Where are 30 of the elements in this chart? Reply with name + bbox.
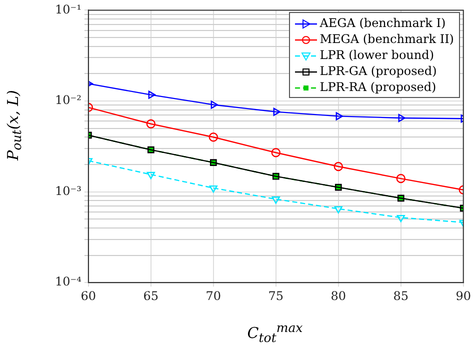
y-tick-label: 10⁻⁴	[54, 274, 82, 289]
x-tick-label: 80	[330, 288, 346, 303]
legend-label: LPR-RA (proposed)	[320, 80, 436, 94]
point	[396, 214, 405, 222]
x-tick-label: 90	[456, 288, 472, 303]
point	[148, 90, 156, 99]
legend-label: LPR-GA (proposed)	[320, 64, 437, 78]
legend-label: MEGA (benchmark II)	[320, 32, 454, 46]
x-tick-label: 75	[268, 288, 284, 303]
point	[273, 108, 280, 116]
legend-label: LPR (lower bound)	[320, 48, 434, 62]
y-tick-label: 10⁻³	[54, 184, 82, 198]
point	[146, 172, 155, 180]
point	[146, 119, 156, 128]
legend-label: AEGA (benchmark I)	[320, 16, 446, 30]
point	[271, 148, 280, 158]
x-tick-label: 85	[393, 288, 409, 303]
y-tick-label: 10⁻²	[54, 93, 82, 108]
point	[208, 132, 218, 142]
point	[272, 196, 280, 204]
x-tick-label: 70	[206, 288, 222, 303]
point	[209, 185, 218, 193]
point	[210, 100, 218, 109]
point	[334, 206, 342, 214]
point	[336, 112, 343, 120]
x-tick-label: 65	[143, 288, 159, 303]
point	[396, 174, 406, 184]
y-tick-label: 10⁻¹	[54, 2, 82, 16]
x-tick-label: 60	[80, 288, 96, 303]
point	[334, 162, 343, 172]
